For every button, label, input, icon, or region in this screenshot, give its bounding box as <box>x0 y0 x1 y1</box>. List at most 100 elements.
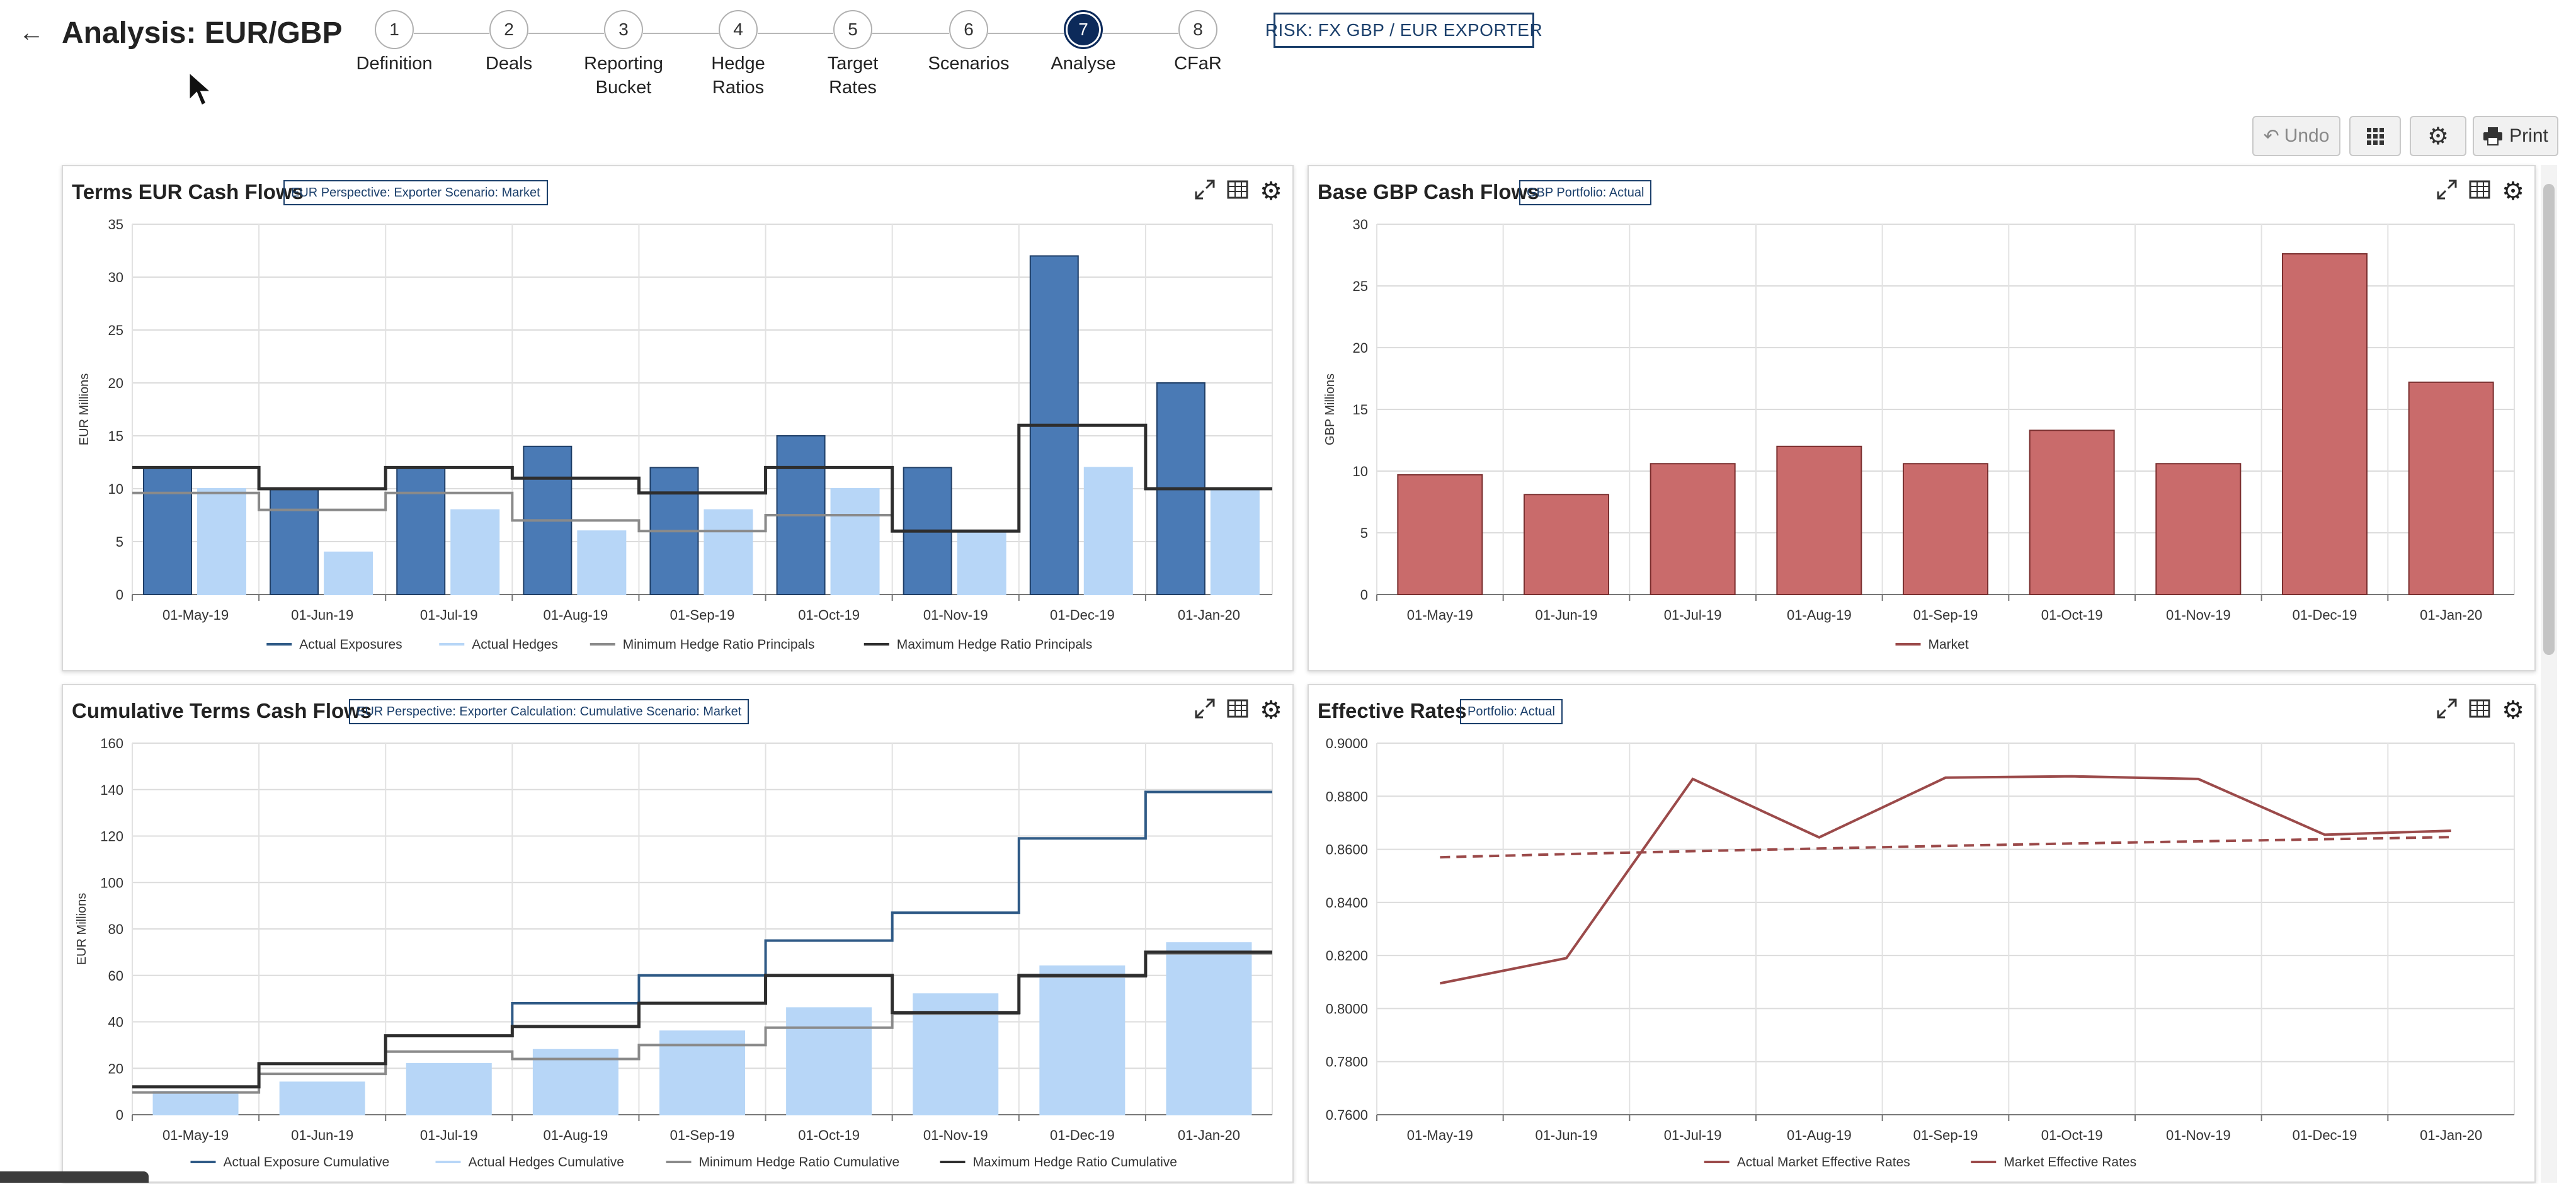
x-tick-label: 01-Jun-19 <box>291 1127 353 1143</box>
x-tick-label: 01-Oct-19 <box>2041 607 2103 623</box>
y-tick-label: 100 <box>100 875 123 891</box>
y-tick-label: 0.7800 <box>1326 1054 1368 1070</box>
stepper-connector <box>414 33 489 34</box>
undo-icon: ↶ <box>2263 125 2279 147</box>
x-tick-label: 01-Jan-20 <box>1178 607 1240 623</box>
step-3[interactable]: 3 Reporting Bucket <box>554 10 693 100</box>
table-icon[interactable] <box>1227 180 1248 202</box>
expand-icon[interactable] <box>1194 698 1216 722</box>
printer-icon <box>2483 127 2503 145</box>
panel-filter-tag[interactable]: Portfolio: Actual <box>1460 699 1563 724</box>
step-4[interactable]: 4 Hedge Ratios <box>669 10 807 100</box>
back-arrow-icon[interactable]: ← <box>19 19 44 47</box>
grid-view-button[interactable] <box>2349 116 2401 156</box>
print-button[interactable]: Print <box>2473 116 2558 156</box>
panel-title: Terms EUR Cash Flows <box>72 180 304 203</box>
bar <box>1039 965 1126 1115</box>
gear-icon: ⚙ <box>2427 123 2449 150</box>
bar <box>2282 253 2368 596</box>
step-8[interactable]: 8 CFaR <box>1129 10 1267 76</box>
y-axis-label: EUR Millions <box>75 893 89 965</box>
undo-label: Undo <box>2284 125 2330 146</box>
bar <box>1166 942 1252 1115</box>
expand-icon[interactable] <box>1194 179 1216 203</box>
step-label: Analyse <box>1051 54 1116 74</box>
bar <box>279 1081 365 1115</box>
y-tick-label: 35 <box>108 217 123 232</box>
risk-badge[interactable]: RISK: FX GBP / EUR EXPORTER <box>1265 13 1542 48</box>
bar <box>324 551 373 595</box>
gear-icon[interactable]: ⚙ <box>2502 696 2524 724</box>
x-tick-label: 01-Dec-19 <box>1050 607 1115 623</box>
bar <box>1776 445 1862 595</box>
stepper-connector <box>1103 33 1178 34</box>
undo-button[interactable]: ↶ Undo <box>2252 116 2340 156</box>
x-tick-label: 01-Jul-19 <box>1664 1127 1722 1143</box>
panel-title: Cumulative Terms Cash Flows <box>72 699 372 722</box>
legend-label: Minimum Hedge Ratio Cumulative <box>699 1155 900 1170</box>
y-axis-label: GBP Millions <box>1323 373 1337 445</box>
bar <box>143 467 192 595</box>
y-tick-label: 15 <box>1353 402 1368 418</box>
step-6[interactable]: 6 Scenarios <box>899 10 1038 76</box>
expand-icon[interactable] <box>2436 698 2458 722</box>
step-5[interactable]: 5 Target Rates <box>784 10 922 100</box>
bar <box>396 467 446 595</box>
panel-filter-tag[interactable]: GBP Portfolio: Actual <box>1519 180 1652 205</box>
gear-icon[interactable]: ⚙ <box>2502 177 2524 205</box>
step-line <box>132 950 1272 1089</box>
terms-chart: 0 5 10 15 20 25 30 35 01-May-19 01-Jun-19 01-Jul-1… <box>77 217 1273 652</box>
legend-label: Market <box>1929 637 1969 652</box>
y-tick-label: 0.8200 <box>1326 948 1368 964</box>
step-number: 4 <box>719 10 758 49</box>
bar <box>1650 463 1736 595</box>
series-line <box>1440 836 2451 859</box>
legend-label: Actual Exposure Cumulative <box>224 1155 390 1170</box>
panel-filter-tag[interactable]: EUR Perspective: Exporter Calculation: C… <box>349 699 749 724</box>
bar <box>659 1030 745 1115</box>
scrollbar-thumb[interactable] <box>2543 184 2555 655</box>
legend-label: Minimum Hedge Ratio Principals <box>623 637 815 652</box>
step-2[interactable]: 2 Deals <box>440 10 578 76</box>
table-icon[interactable] <box>2469 699 2490 721</box>
legend-label: Actual Exposures <box>299 637 402 652</box>
table-icon[interactable] <box>1227 699 1248 721</box>
panel-filter-tag[interactable]: EUR Perspective: Exporter Scenario: Mark… <box>283 180 548 205</box>
x-tick-label: 01-Sep-19 <box>1913 607 1978 623</box>
settings-button[interactable]: ⚙ <box>2410 116 2466 156</box>
y-tick-label: 5 <box>116 534 123 550</box>
expand-icon[interactable] <box>2436 179 2458 203</box>
gear-icon[interactable]: ⚙ <box>1260 696 1282 724</box>
step-7[interactable]: 7 Analyse <box>1014 10 1153 76</box>
bar <box>152 1091 239 1115</box>
y-tick-label: 0.8600 <box>1326 842 1368 858</box>
x-tick-label: 01-Jan-20 <box>1178 1127 1240 1143</box>
y-tick-label: 0 <box>1360 587 1368 603</box>
x-tick-label: 01-Nov-19 <box>923 1127 988 1143</box>
table-icon[interactable] <box>2469 180 2490 202</box>
x-tick-label: 01-Sep-19 <box>1913 1127 1978 1143</box>
y-tick-label: 80 <box>108 921 123 937</box>
base-gbp-cash-flows-panel: Base GBP Cash Flows GBP Portfolio: Actua… <box>1308 165 2536 671</box>
bar <box>450 509 500 595</box>
x-tick-label: 01-Aug-19 <box>1787 607 1852 623</box>
gear-icon[interactable]: ⚙ <box>1260 177 1282 205</box>
step-1[interactable]: 1 Definition <box>325 10 464 76</box>
panel-title: Base GBP Cash Flows <box>1318 180 1539 203</box>
y-tick-label: 0.9000 <box>1326 736 1368 751</box>
panel-title: Effective Rates <box>1318 699 1467 722</box>
x-tick-label: 01-May-19 <box>162 1127 229 1143</box>
step-number: 2 <box>489 10 528 49</box>
step-label: Scenarios <box>928 54 1010 74</box>
x-tick-label: 01-May-19 <box>162 607 229 623</box>
x-tick-label: 01-May-19 <box>1407 607 1473 623</box>
y-tick-label: 15 <box>108 428 123 444</box>
x-tick-label: 01-Aug-19 <box>544 1127 608 1143</box>
y-tick-label: 30 <box>1353 217 1368 232</box>
y-tick-label: 20 <box>1353 340 1368 356</box>
bar <box>270 488 319 595</box>
cumulative-chart: 0 20 40 60 80 100 120 140 160 01-May-19 01-Jun-19 0… <box>75 736 1273 1170</box>
bar <box>577 530 627 596</box>
y-tick-label: 0.8800 <box>1326 788 1368 804</box>
bar <box>406 1062 492 1115</box>
